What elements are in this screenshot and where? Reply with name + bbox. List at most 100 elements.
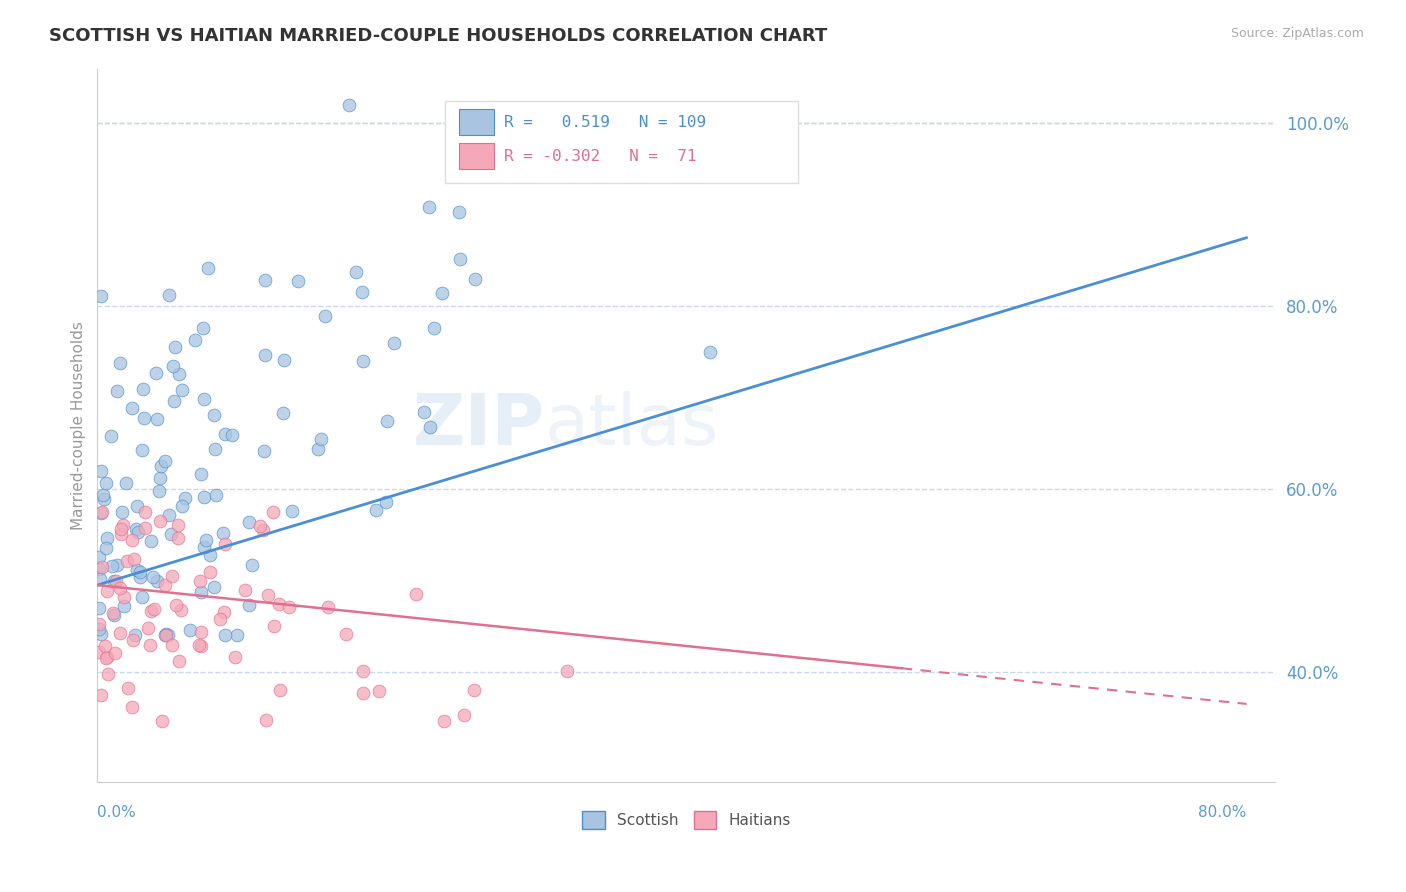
Point (221, 428, 243, 442)
Point (122, 552, 145, 566)
Text: 0.0%: 0.0% (97, 805, 136, 820)
Point (110, 527, 132, 541)
Point (90, 289, 112, 303)
Point (212, 605, 235, 619)
Point (97, 667, 120, 681)
Point (191, 321, 214, 335)
Point (134, 410, 156, 425)
Point (238, 515, 260, 529)
Point (273, 353, 295, 368)
Point (87, 617, 110, 632)
Bar (458, 109, 495, 135)
Point (432, 285, 454, 300)
Point (104, 646, 127, 660)
Point (202, 409, 225, 423)
Point (172, 383, 194, 397)
Point (238, 598, 260, 612)
Point (155, 626, 177, 640)
Text: SCOTTISH VS HAITIAN MARRIED-COUPLE HOUSEHOLDS CORRELATION CHART: SCOTTISH VS HAITIAN MARRIED-COUPLE HOUSE… (49, 27, 828, 45)
Point (352, 285, 374, 300)
Point (124, 628, 146, 642)
Point (100, 559, 122, 574)
Point (198, 565, 221, 579)
Point (166, 518, 188, 533)
Point (281, 504, 304, 518)
Point (179, 623, 201, 637)
Point (131, 442, 153, 457)
Point (307, 442, 329, 456)
Point (107, 384, 129, 398)
Point (90, 689, 112, 703)
Point (382, 336, 405, 351)
Point (202, 580, 225, 594)
Legend: Scottish, Haitians: Scottish, Haitians (575, 805, 797, 835)
Point (122, 633, 145, 648)
Point (90, 505, 112, 519)
Point (157, 508, 180, 523)
Point (129, 570, 152, 584)
Point (165, 598, 187, 612)
Point (127, 525, 149, 540)
Point (214, 536, 236, 550)
Point (419, 420, 441, 434)
Point (90, 627, 112, 641)
Point (253, 348, 276, 362)
Point (254, 273, 277, 287)
Point (96, 531, 118, 545)
Point (103, 607, 125, 622)
Point (111, 517, 134, 532)
Point (352, 354, 374, 368)
Point (188, 574, 211, 588)
Point (110, 581, 132, 595)
Point (91, 488, 114, 502)
Point (112, 590, 135, 604)
Point (262, 505, 284, 519)
Point (100, 428, 122, 442)
Point (160, 638, 183, 652)
Point (174, 491, 197, 505)
Point (464, 272, 486, 286)
Point (163, 394, 186, 409)
Point (267, 597, 290, 611)
Point (412, 405, 434, 419)
Point (194, 533, 217, 548)
Point (198, 548, 221, 562)
Point (87, 622, 110, 636)
Point (193, 540, 215, 554)
Point (377, 414, 399, 428)
Point (160, 568, 183, 582)
Point (90, 464, 112, 478)
Point (423, 321, 446, 335)
Point (87, 550, 110, 565)
Point (136, 621, 159, 635)
Point (405, 587, 427, 601)
Point (91, 560, 114, 574)
Point (108, 356, 131, 370)
Point (374, 495, 396, 509)
Point (115, 475, 138, 490)
Point (197, 261, 219, 276)
Point (165, 340, 187, 354)
Text: R = -0.302   N =  71: R = -0.302 N = 71 (503, 149, 696, 164)
Point (121, 533, 143, 548)
Point (94, 541, 117, 555)
Point (225, 628, 247, 642)
Point (252, 444, 274, 458)
Point (94, 651, 117, 665)
Point (167, 654, 190, 668)
Point (193, 490, 215, 504)
Point (224, 650, 246, 665)
Point (167, 531, 190, 545)
Point (555, 664, 578, 678)
Point (96, 649, 118, 664)
Text: 80.0%: 80.0% (1198, 805, 1247, 820)
Point (190, 584, 212, 599)
Point (269, 683, 291, 698)
Point (212, 525, 235, 540)
Point (94, 640, 117, 654)
Point (94, 476, 117, 491)
Point (352, 664, 374, 678)
Point (149, 458, 172, 473)
Text: R =   0.519   N = 109: R = 0.519 N = 109 (503, 114, 706, 129)
Point (145, 366, 167, 380)
